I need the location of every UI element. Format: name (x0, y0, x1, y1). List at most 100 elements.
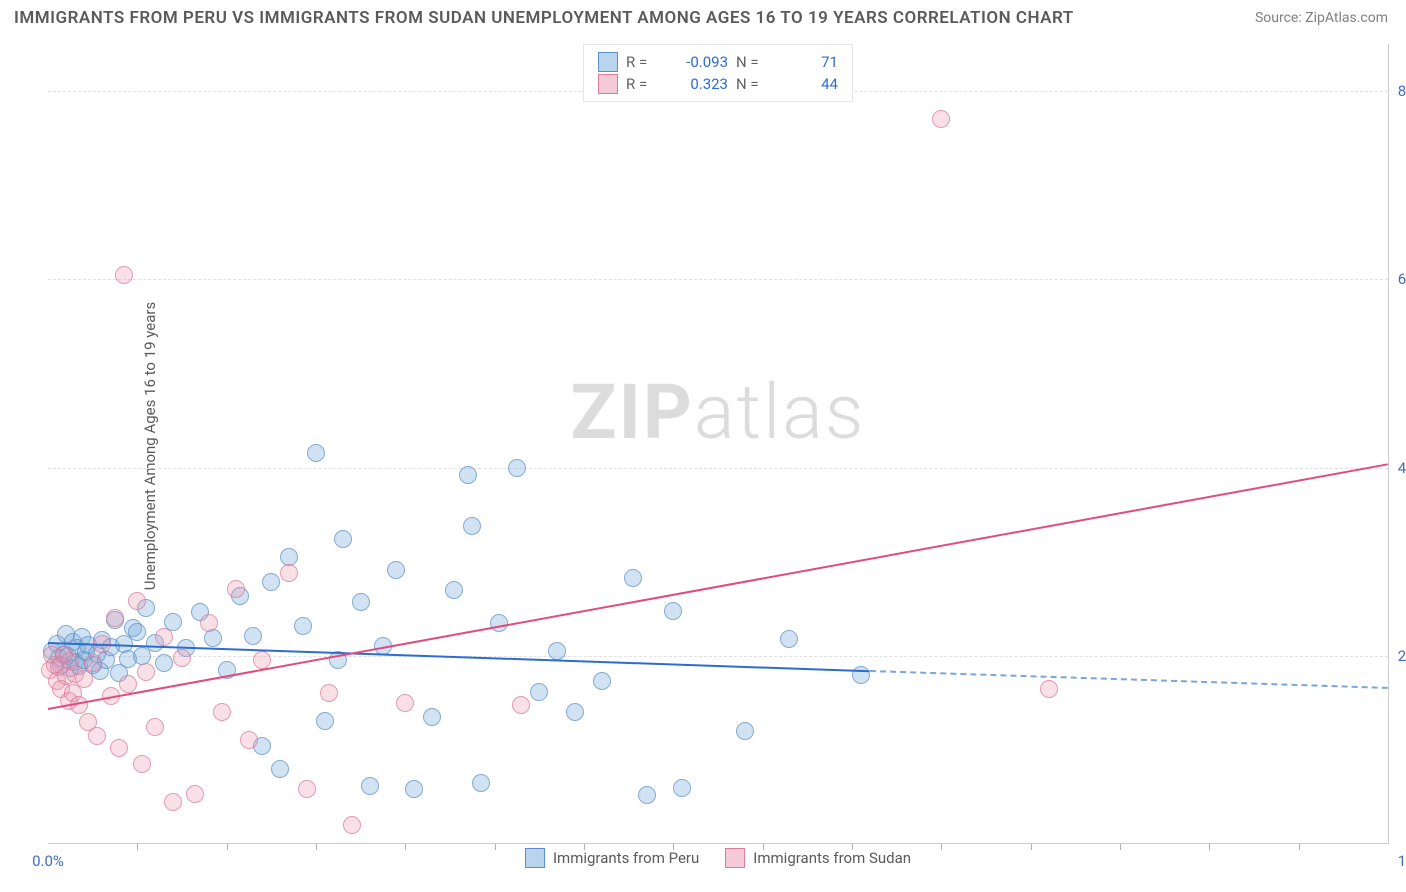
data-point-sudan (146, 718, 164, 736)
legend-swatch-sudan (598, 74, 618, 94)
data-point-peru (852, 666, 870, 684)
data-point-peru (472, 774, 490, 792)
x-tick (495, 844, 496, 850)
data-point-sudan (128, 592, 146, 610)
data-point-peru (352, 593, 370, 611)
data-point-peru (334, 530, 352, 548)
data-point-sudan (1040, 680, 1058, 698)
data-point-sudan (213, 703, 231, 721)
y-tick-label: 40.0% (1398, 459, 1406, 477)
legend-n-label: N = (736, 51, 770, 73)
scatter-plot-area: ZIPatlas 20.0%40.0%60.0%80.0%0.0%15.0%R … (48, 44, 1388, 844)
data-point-sudan (396, 694, 414, 712)
legend-r-value-peru: -0.093 (668, 51, 728, 73)
legend-label-peru: Immigrants from Peru (553, 849, 699, 867)
data-point-peru (307, 444, 325, 462)
x-tick (316, 844, 317, 850)
legend-r-value-sudan: 0.323 (668, 73, 728, 95)
grid-line (48, 656, 1388, 657)
x-tick (1120, 844, 1121, 850)
x-tick (405, 844, 406, 850)
data-point-sudan (932, 110, 950, 128)
legend-stats-row-peru: R = -0.093 N = 71 (598, 51, 838, 73)
legend-r-label: R = (626, 73, 660, 95)
source-attribution: Source: ZipAtlas.com (1255, 10, 1388, 26)
data-point-sudan (75, 670, 93, 688)
data-point-sudan (173, 649, 191, 667)
data-point-peru (459, 466, 477, 484)
data-point-peru (316, 712, 334, 730)
legend-n-value-sudan: 44 (778, 73, 838, 95)
trend-line-pink (48, 463, 1388, 710)
data-point-peru (624, 569, 642, 587)
y-tick-label: 80.0% (1398, 82, 1406, 100)
data-point-peru (664, 602, 682, 620)
legend-n-value-peru: 71 (778, 51, 838, 73)
data-point-peru (155, 654, 173, 672)
x-tick (227, 844, 228, 850)
data-point-peru (271, 760, 289, 778)
x-tick (1299, 844, 1300, 850)
data-point-sudan (137, 663, 155, 681)
x-tick (1209, 844, 1210, 850)
data-point-peru (638, 786, 656, 804)
data-point-peru (593, 672, 611, 690)
legend-label-sudan: Immigrants from Sudan (753, 849, 911, 867)
data-point-peru (361, 777, 379, 795)
source-prefix: Source: (1255, 10, 1305, 26)
y-tick-label: 20.0% (1398, 647, 1406, 665)
data-point-peru (508, 459, 526, 477)
data-point-sudan (200, 614, 218, 632)
data-point-sudan (110, 739, 128, 757)
data-point-sudan (155, 628, 173, 646)
x-tick (137, 844, 138, 850)
legend-item-peru: Immigrants from Peru (525, 848, 699, 868)
data-point-peru (387, 561, 405, 579)
legend-swatch-peru (525, 848, 545, 868)
legend-item-sudan: Immigrants from Sudan (725, 848, 911, 868)
data-point-peru (548, 642, 566, 660)
data-point-peru (736, 722, 754, 740)
watermark: ZIPatlas (571, 367, 866, 457)
x-tick-label-min: 0.0% (32, 852, 64, 870)
data-point-peru (294, 617, 312, 635)
legend-swatch-peru (598, 52, 618, 72)
source-name: ZipAtlas.com (1305, 10, 1388, 26)
data-point-peru (445, 581, 463, 599)
data-point-sudan (119, 675, 137, 693)
data-point-peru (566, 703, 584, 721)
data-point-sudan (88, 727, 106, 745)
watermark-atlas: atlas (694, 367, 866, 457)
data-point-sudan (280, 564, 298, 582)
data-point-sudan (115, 266, 133, 284)
legend-swatch-sudan (725, 848, 745, 868)
data-point-peru (490, 614, 508, 632)
y-axis-right (1388, 44, 1389, 844)
grid-line (48, 468, 1388, 469)
data-point-sudan (298, 780, 316, 798)
data-point-peru (673, 779, 691, 797)
data-point-peru (423, 708, 441, 726)
data-point-sudan (84, 654, 102, 672)
data-point-sudan (186, 785, 204, 803)
data-point-sudan (512, 696, 530, 714)
legend-r-label: R = (626, 51, 660, 73)
legend-stats-row-sudan: R = 0.323 N = 44 (598, 73, 838, 95)
data-point-peru (463, 517, 481, 535)
x-tick-label-max: 15.0% (1398, 852, 1406, 870)
data-point-sudan (164, 793, 182, 811)
data-point-peru (128, 623, 146, 641)
trend-line-blue-dash (870, 670, 1388, 689)
x-tick (941, 844, 942, 850)
watermark-zip: ZIP (571, 367, 694, 457)
y-tick-label: 60.0% (1398, 270, 1406, 288)
legend-n-label: N = (736, 73, 770, 95)
legend-stats: R = -0.093 N = 71 R = 0.323 N = 44 (583, 44, 853, 102)
x-axis (48, 843, 1388, 844)
x-tick (1031, 844, 1032, 850)
chart-title: IMMIGRANTS FROM PERU VS IMMIGRANTS FROM … (14, 8, 1074, 28)
data-point-peru (780, 630, 798, 648)
grid-line (48, 279, 1388, 280)
data-point-sudan (343, 816, 361, 834)
data-point-sudan (320, 684, 338, 702)
